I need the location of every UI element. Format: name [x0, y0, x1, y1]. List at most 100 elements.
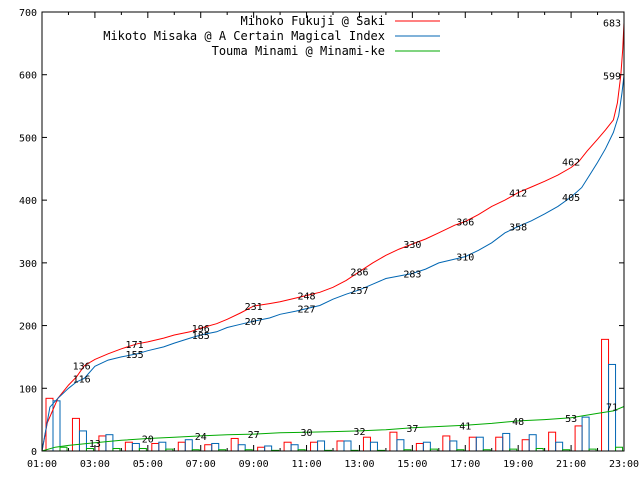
point-label: 27 — [248, 430, 260, 441]
point-label: 116 — [73, 374, 91, 385]
legend-label: Touma Minami @ Minami-ke — [212, 44, 385, 58]
point-label: 41 — [459, 421, 471, 432]
axes: 0 100 200 300 400 500 600 700 01:00 03:00 05:00 07:… — [19, 8, 639, 470]
point-label: 257 — [350, 286, 368, 297]
hourly-bar — [581, 416, 590, 452]
hourly-bar — [343, 440, 352, 452]
point-label: 24 — [195, 432, 207, 443]
y-tick-label: 600 — [19, 71, 37, 82]
series-line — [41, 406, 625, 452]
hourly-bar — [310, 441, 319, 452]
hourly-bar — [336, 440, 345, 452]
point-label: 286 — [350, 268, 368, 279]
plot-frame — [41, 11, 625, 452]
hourly-bar — [502, 432, 511, 452]
point-label: 358 — [509, 222, 527, 233]
legend-label: Mihoko Fukuji @ Saki — [241, 14, 386, 28]
hourly-bar — [615, 446, 624, 452]
hourly-bar — [204, 444, 213, 452]
hourly-bar — [396, 439, 405, 452]
legend-label: Mikoto Misaka @ A Certain Magical Index — [103, 29, 385, 43]
hourly-bar — [601, 338, 610, 452]
point-label: 20 — [142, 434, 154, 445]
hourly-bar — [468, 436, 477, 452]
x-tick-label: 05:00 — [133, 459, 163, 470]
hourly-bar — [230, 437, 239, 452]
y-tick-label: 0 — [31, 447, 37, 458]
point-label: 227 — [298, 305, 316, 316]
point-label: 155 — [126, 350, 144, 361]
hourly-bar — [422, 441, 431, 452]
hourly-bar — [548, 431, 557, 452]
hourly-bar — [528, 434, 537, 452]
point-label: 13 — [89, 439, 101, 450]
x-tick-label: 01:00 — [27, 459, 57, 470]
x-tick-label: 21:00 — [556, 459, 586, 470]
point-label: 32 — [353, 427, 365, 438]
point-label: 366 — [456, 217, 474, 228]
point-labels: 136 171 196 231 248 286 330 366 412 462 683 116 155 1… — [73, 19, 621, 450]
x-tick-label: 15:00 — [397, 459, 427, 470]
hourly-bar — [177, 441, 186, 452]
point-label: 330 — [403, 240, 421, 251]
y-tick-label: 500 — [19, 133, 37, 144]
hourly-bar — [184, 439, 193, 452]
point-label: 171 — [126, 340, 144, 351]
point-label: 37 — [406, 424, 418, 435]
hourly-bar — [71, 417, 80, 452]
point-label: 412 — [509, 189, 527, 200]
point-label: 683 — [603, 19, 621, 30]
y-tick-label: 100 — [19, 384, 37, 395]
series-line — [41, 75, 625, 452]
point-label: 185 — [192, 331, 210, 342]
hourly-bar — [211, 442, 220, 452]
y-tick-label: 300 — [19, 259, 37, 270]
point-label: 231 — [245, 302, 263, 313]
x-tick-label: 03:00 — [80, 459, 110, 470]
cumulative-lines — [41, 22, 625, 452]
hourly-bar — [105, 434, 114, 452]
hourly-bar — [257, 446, 266, 452]
point-label: 283 — [403, 270, 421, 281]
hourly-bar — [555, 441, 564, 452]
x-tick-label: 13:00 — [344, 459, 374, 470]
hourly-bar — [362, 436, 371, 452]
hourly-bar — [574, 425, 583, 452]
hourly-bar — [369, 441, 378, 452]
point-label: 48 — [512, 417, 524, 428]
x-tick-label: 07:00 — [186, 459, 216, 470]
hourly-bar — [449, 440, 458, 452]
hourly-bar — [158, 441, 167, 452]
hourly-bar — [442, 435, 451, 452]
point-label: 196 — [192, 324, 210, 335]
hourly-bar — [415, 442, 424, 452]
point-label: 30 — [301, 428, 313, 439]
hourly-bar — [495, 436, 504, 452]
y-tick-label: 700 — [19, 8, 37, 19]
hourly-bar — [124, 441, 133, 452]
hourly-bar — [317, 440, 326, 452]
hourly-bar — [131, 442, 140, 452]
hourly-bar — [59, 446, 68, 452]
x-tick-label: 19:00 — [503, 459, 533, 470]
series-line — [41, 22, 625, 452]
x-tick-label: 11:00 — [291, 459, 321, 470]
x-tick-label: 23:00 — [609, 459, 639, 470]
hourly-bar — [389, 431, 398, 452]
point-label: 599 — [603, 71, 621, 82]
point-label: 405 — [562, 193, 580, 204]
hourly-bar — [283, 441, 292, 452]
y-tick-label: 400 — [19, 196, 37, 207]
hourly-bar — [264, 445, 273, 452]
y-tick-label: 200 — [19, 322, 37, 333]
point-label: 207 — [245, 317, 263, 328]
hourly-bar — [290, 444, 299, 452]
point-label: 71 — [606, 402, 618, 413]
point-label: 136 — [73, 362, 91, 373]
x-tick-label: 09:00 — [239, 459, 269, 470]
x-tick-label: 17:00 — [450, 459, 480, 470]
hourly-bar — [475, 436, 484, 452]
point-label: 53 — [565, 414, 577, 425]
